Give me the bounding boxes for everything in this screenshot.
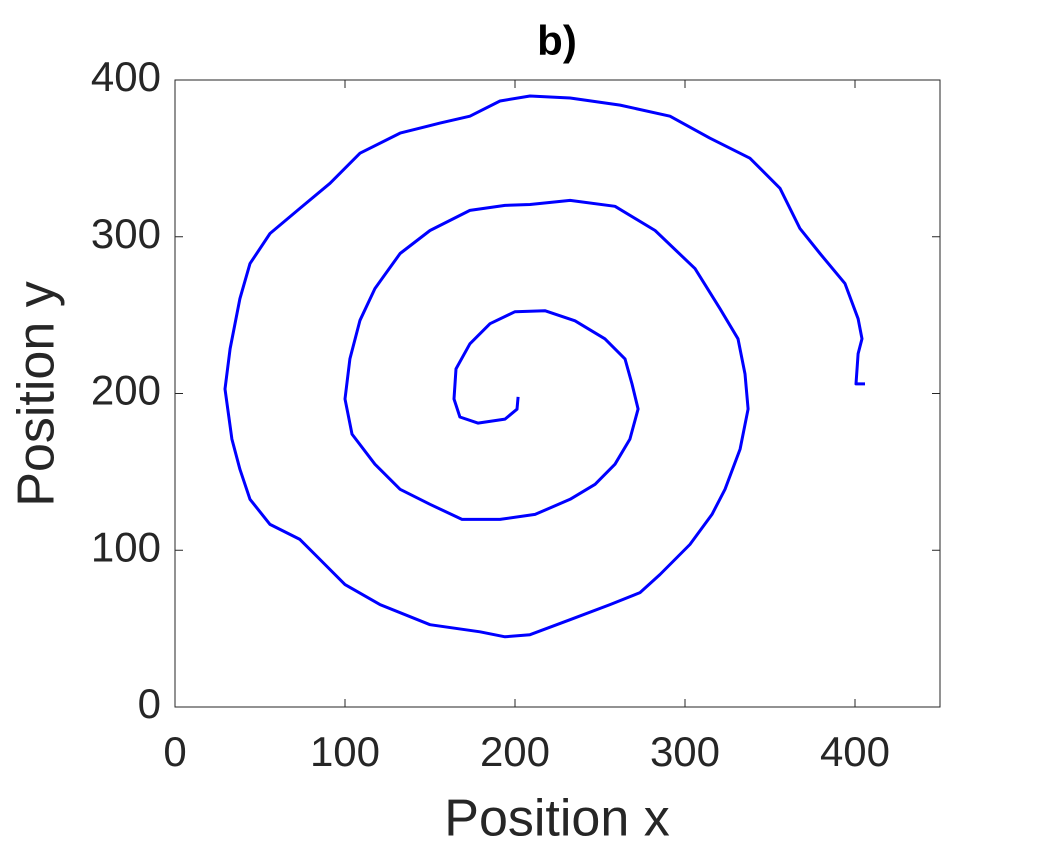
x-tick-label: 300: [650, 728, 720, 775]
x-axis-label: Position x: [444, 790, 669, 848]
data-line: [223, 94, 865, 639]
chart-title: b): [537, 17, 577, 64]
x-tick-label: 0: [163, 728, 186, 775]
y-tick-label: 300: [91, 210, 161, 257]
y-tick-label: 100: [91, 523, 161, 570]
y-tick-label: 400: [91, 53, 161, 100]
y-tick-label: 0: [138, 680, 161, 727]
x-tick-label: 100: [310, 728, 380, 775]
y-tick-label: 200: [91, 367, 161, 414]
x-tick-label: 400: [820, 728, 890, 775]
plot-frame: [174, 79, 941, 708]
x-tick-label: 200: [480, 728, 550, 775]
y-axis-label: Position y: [8, 281, 66, 506]
